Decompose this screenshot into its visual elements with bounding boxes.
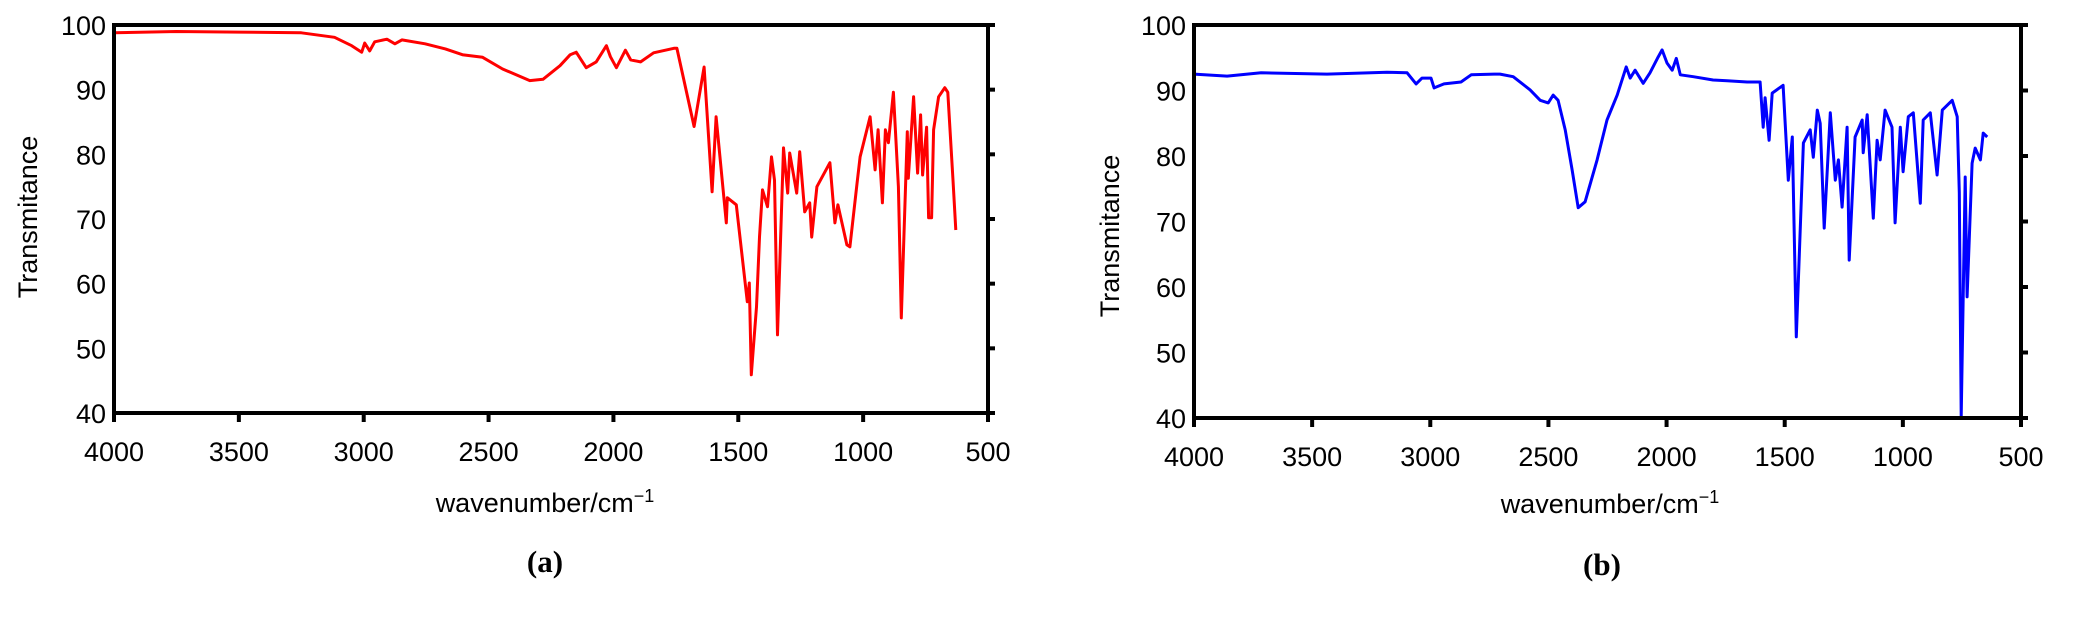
x-tick-label: 3500 [1282, 442, 1342, 472]
chart-panel-b: 4000 3500 3000 2500 2000 1500 1000 500 40 50 60 70 8… [1095, 11, 2043, 582]
panel-caption-a: (a) [527, 544, 563, 579]
y-tick-label: 70 [1156, 208, 1186, 238]
x-tick-label: 1000 [1873, 442, 1933, 472]
x-tick-label: 1500 [708, 437, 768, 467]
x-axis-label: wavenumber/cm−1 [435, 486, 655, 518]
y-tick-label: 90 [1156, 77, 1186, 107]
plot-frame [1192, 23, 2023, 420]
y-tick-label: 40 [1156, 404, 1186, 434]
chart-panel-a: 4000 3500 3000 2500 2000 1500 1000 500 40 50 60 70 8… [13, 11, 1010, 579]
panel-caption-b: (b) [1583, 547, 1621, 582]
axis-ticks [1192, 23, 2028, 427]
y-tick-label: 60 [76, 270, 106, 300]
x-tick-label: 1500 [1755, 442, 1815, 472]
x-tick-label: 3000 [334, 437, 394, 467]
x-tick-label: 2000 [1637, 442, 1697, 472]
x-tick-label: 2000 [583, 437, 643, 467]
y-tick-label: 40 [76, 399, 106, 429]
y-tick-label: 70 [76, 205, 106, 235]
x-tick-label: 2500 [459, 437, 519, 467]
spectrum-line-a [113, 30, 958, 377]
y-tick-label: 50 [76, 334, 106, 364]
y-axis-label: Transmitance [1095, 155, 1125, 318]
x-tick-label: 2500 [1518, 442, 1578, 472]
y-axis-label: Transmitance [13, 136, 43, 299]
axis-ticks [112, 23, 995, 422]
y-tick-label: 50 [1156, 339, 1186, 369]
x-tick-label: 4000 [1164, 442, 1224, 472]
spectrum-line-b [1193, 48, 1989, 419]
y-tick-label: 80 [1156, 142, 1186, 172]
x-tick-label: 500 [965, 437, 1010, 467]
y-tick-label: 80 [76, 140, 106, 170]
x-tick-label: 3000 [1400, 442, 1460, 472]
x-tick-label: 500 [1998, 442, 2043, 472]
y-tick-label: 90 [76, 76, 106, 106]
x-axis-label: wavenumber/cm−1 [1500, 487, 1720, 519]
x-tick-label: 3500 [209, 437, 269, 467]
tick-labels: 4000 3500 3000 2500 2000 1500 1000 500 40 50 60 70 8… [1141, 11, 2044, 472]
x-tick-label: 1000 [833, 437, 893, 467]
x-tick-label: 4000 [84, 437, 144, 467]
y-tick-label: 60 [1156, 273, 1186, 303]
plot-frame [112, 23, 990, 415]
y-tick-label: 100 [1141, 11, 1186, 41]
tick-labels: 4000 3500 3000 2500 2000 1500 1000 500 40 50 60 70 8… [61, 11, 1011, 467]
y-tick-label: 100 [61, 11, 106, 41]
